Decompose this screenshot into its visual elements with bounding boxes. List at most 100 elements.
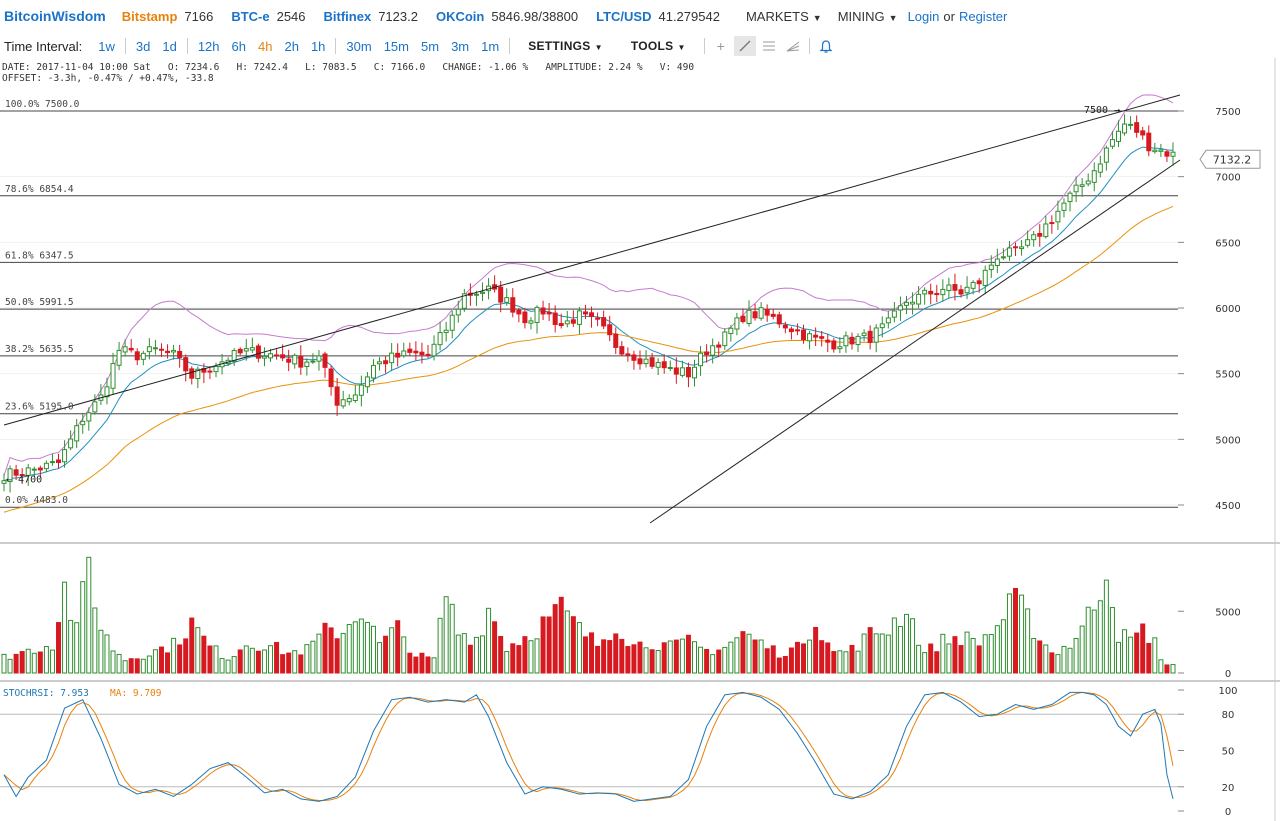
divider [808,38,810,54]
register-link[interactable]: Register [958,8,1008,24]
exchange-name[interactable]: OKCoin [435,8,485,24]
volume-bar [704,648,710,674]
interval-12h[interactable]: 12h [197,38,220,54]
interval-30m[interactable]: 30m [346,38,372,54]
interval-1m[interactable]: 1m [481,38,500,54]
exchange-btce[interactable]: BTC-e 2546 [231,9,305,24]
volume-bar [1,653,7,674]
candle-body-up [994,258,1000,267]
candle [922,287,928,305]
mining-menu[interactable]: MINING ▼ [838,9,898,24]
crosshair-tool-icon[interactable]: + [716,38,725,54]
interval-2h[interactable]: 2h [284,38,299,54]
candle [116,341,122,371]
price-tick-label: 7000 [1215,173,1240,184]
exchange-name[interactable]: LTC/USD [596,8,652,24]
candle-body-up [807,333,813,342]
candle-body-up [1109,139,1115,147]
volume-bar [1055,654,1061,674]
interval-5m[interactable]: 5m [421,38,440,54]
candle [473,290,479,306]
candle-body-up [25,467,31,476]
fan-tool-icon[interactable] [782,36,804,56]
candle-body-up [43,462,49,470]
interval-3m[interactable]: 3m [451,38,470,54]
candle [1122,114,1128,136]
volume-bar [86,556,92,674]
fib-tool-icon[interactable] [758,36,780,56]
fib-level-label: 23.6% 5195.0 [5,402,74,413]
exchange-bitstamp[interactable]: Bitstamp 7166 [122,9,214,24]
markets-menu[interactable]: MARKETS ▼ [746,9,822,24]
fib-level-label: 50.0% 5991.5 [5,297,74,308]
candle-body-up [1122,123,1128,134]
candle-body-down [334,386,340,406]
interval-4h[interactable]: 4h [258,38,273,54]
price-tick-label: 5000 [1215,435,1240,446]
candle-body-down [1013,246,1019,249]
exchange-ltcusd[interactable]: LTC/USD 41.279542 [596,9,720,24]
candle-body-up [643,358,649,365]
interval-3d[interactable]: 3d [135,38,151,54]
candle [104,377,110,405]
candle [764,304,770,322]
volume-bar [340,632,346,674]
interval-6h[interactable]: 6h [231,38,246,54]
candle [988,255,994,278]
exchange-name[interactable]: Bitfinex [323,8,372,24]
login-link[interactable]: Login [907,8,940,24]
interval-1w[interactable]: 1w [98,38,115,54]
bell-icon[interactable] [815,36,837,56]
exchange-bitfinex[interactable]: Bitfinex 7123.2 [324,9,418,24]
candle [516,307,522,323]
candle-body-up [964,286,970,294]
tools-dropdown[interactable]: TOOLS ▼ [631,39,686,53]
candle-body-up [1043,223,1049,238]
candle [1079,178,1085,197]
volume-bar [734,637,740,674]
candle [934,284,940,303]
site-logo[interactable]: BitcoinWisdom [4,8,106,24]
candle [698,346,704,376]
exchange-name[interactable]: BTC-e [231,8,270,24]
volume-bar [1146,642,1152,674]
interval-1h[interactable]: 1h [310,38,326,54]
volume-bar [982,634,988,674]
interval-1d[interactable]: 1d [162,38,177,54]
volume-bar [249,647,255,674]
interval-15m[interactable]: 15m [383,38,409,54]
volume-bar [140,658,146,674]
candle [685,362,691,388]
candle [177,344,183,368]
volume-bar [425,656,431,674]
price-chart[interactable]: 4500 5000 5500 6000 6500 7000 7500 7132.2 0 5000 0… [0,58,1280,821]
candle [679,360,685,378]
candle [122,339,128,357]
volume-bar [165,652,171,674]
volume-bar [1109,607,1115,674]
candle [643,350,649,368]
candle [819,330,825,347]
ohlc-info-bar: DATE: 2017-11-04 10:00 Sat O: 7234.6 H: … [2,62,694,84]
volume-bar [1043,644,1049,674]
volume-bar [492,621,498,674]
volume-bar [401,636,407,674]
volume-bar [80,581,86,674]
settings-dropdown[interactable]: SETTINGS ▼ [528,39,603,53]
line-tool-icon[interactable] [733,36,756,56]
volume-bar [819,640,825,674]
candle-body-down [134,351,140,361]
candle-body-down [952,284,958,291]
volume-bar [843,651,849,674]
candle-body-down [280,354,286,359]
candle-body-up [443,329,449,334]
candle-body-up [982,269,988,286]
candle [158,343,164,358]
candle-body-up [946,284,952,292]
candle [1097,155,1103,178]
price-tick-label: 5500 [1215,370,1240,381]
exchange-okcoin[interactable]: OKCoin 5846.98/38800 [436,9,578,24]
candle-body-up [1019,246,1025,250]
volume-bar [510,643,516,674]
exchange-name[interactable]: Bitstamp [121,8,178,24]
